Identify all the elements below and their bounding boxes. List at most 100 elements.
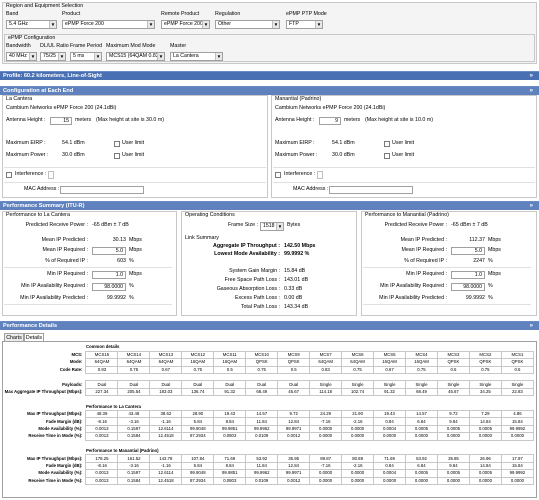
perf-required-input[interactable]: 1.0 [92,271,126,279]
cell: 87.2934 [181,432,215,441]
cell: -8.16 [85,461,119,471]
cell: 143.78 [149,454,183,463]
perf-summary-bar[interactable]: Performance Summary (ITU-R)» [0,201,539,210]
cell: 0.1597 [117,424,151,434]
perf-title-right: Performance to Manantial (Padrino) [365,212,449,218]
end-panel-left [2,95,268,198]
perf-details-bar[interactable]: Performance Details» [0,321,539,330]
erp-user-limit-checkbox-right[interactable] [384,141,390,147]
product-select[interactable]: ePMP Force 200 ▼ [62,20,155,29]
divider [4,182,266,183]
cell: Single [309,380,343,389]
divider [4,304,172,305]
cell: Dual [277,380,311,389]
cell: 17.97 [500,454,535,463]
cell: MCS10 [245,350,279,360]
mode-row: Mode: 64QAM 64QAM 64QAM 16QAM 16QAM QPSK QPSK 64… [4,358,535,367]
perf-row-label: Mean IP Predicted : [41,237,88,243]
interference-label-left: Interference : [15,171,47,177]
master-select[interactable]: La Cantera ▼ [170,52,223,61]
cell: 16QAM [213,358,247,367]
cell: 0.0000 [373,476,407,485]
link-summary-row-value: 143.01 dB [284,277,309,283]
antenna-height-input-left[interactable]: 15 [50,117,72,125]
chevron-double-up-icon: » [529,88,533,94]
perf-required-input[interactable]: 98.0000 [451,283,485,291]
cell: 0.0803 [213,476,247,485]
interference-input-right[interactable] [317,171,323,179]
band-select[interactable]: 5.4 GHz ▼ [6,20,57,29]
tab-charts[interactable]: Charts [4,333,24,342]
row-label: Max IP Throughput (Mbps): [26,411,83,417]
perf-required-input[interactable]: 1.0 [451,271,485,279]
cell: MCS11 [213,350,247,360]
frame-size-unit: Bytes [287,222,301,228]
cell: QPSK [500,358,535,367]
chevron-down-icon: ▼ [49,21,56,28]
mac-input-left[interactable] [60,186,144,194]
height-unit-right: meters [344,117,361,123]
cell: 43.48 [117,409,151,419]
cell: 48.39 [85,409,119,419]
cell: 91.32 [373,387,407,397]
ptp-mode-label: ePMP PTP Mode [286,11,327,17]
cell: 0.0803 [213,432,247,441]
erp-user-limit-checkbox-left[interactable] [114,141,120,147]
interference-checkbox-left[interactable] [6,172,12,178]
cell: 99.9992 [500,424,535,434]
mac-input-right[interactable] [329,186,413,194]
regulation-select[interactable]: Other ▼ [215,20,280,29]
cell: 12.84 [277,417,311,426]
cell: 12.4518 [149,432,183,441]
cell: 68.49 [405,387,438,397]
power-value-right: 30.0 dBm [332,152,355,158]
cell: 0.0004 [373,469,407,478]
cell: 0.75 [117,365,151,375]
perf-row-unit: Mbps [129,271,142,277]
tab-details[interactable]: Details [24,333,44,342]
ratio-select[interactable]: 75/25 ▼ [40,52,66,61]
cell: 45.67 [277,387,311,397]
perf-required-input[interactable]: 5.0 [451,247,485,255]
section-title-row: Common details [4,344,534,351]
profile-bar[interactable]: Profile: 60.2 kilometers, Line-of-Sight» [0,71,539,80]
cell: 0.0004 [373,424,407,434]
cell: Dual [213,380,247,389]
cell: 0.0000 [468,432,502,441]
remote-product-select[interactable]: ePMP Force 200 ▼ [161,20,210,29]
cell: 64QAM [149,358,183,367]
frame-size-select[interactable]: 1518 ▼ [260,222,284,231]
mac-label-right: MAC Address : [293,186,329,192]
interference-checkbox-right[interactable] [275,172,281,178]
config-end-bar[interactable]: Configuration at Each End» [0,86,539,95]
power-user-limit-checkbox-right[interactable] [384,153,390,159]
cell: 0.0000 [436,432,470,441]
cell: MCS7 [309,350,343,360]
row-label: Max Aggregate IP Throughput (Mbps): [4,389,83,395]
cell: MCS9 [277,350,311,360]
cell: 107.84 [181,454,215,463]
bandwidth-select[interactable]: 40 MHz ▼ [6,52,37,61]
section-title: Performance to Manantial (Padrino) [85,447,159,453]
power-user-limit-checkbox-left[interactable] [114,153,120,159]
perf-row-label: Mean IP Predicted : [400,237,447,243]
interference-input-left[interactable] [48,171,54,179]
cell: 99.9851 [213,469,247,478]
end-site-left: La Cantera [6,96,33,102]
cell: 99.9962 [245,424,279,434]
max-mod-select[interactable]: MCS15 (64QAM 0.83) ▼ [106,52,165,61]
perf-row-value: 99.9992 [465,295,485,301]
frame-period-select[interactable]: 5 ms ▼ [70,52,102,61]
cell: 0.0013 [85,469,119,478]
antenna-height-input-right[interactable]: 9 [319,117,341,125]
cell: 4.86 [500,409,535,419]
cell: 0.83 [85,365,119,375]
row-label: Fade Margin (dB): [45,462,83,468]
perf-row-unit: Mbps [488,247,501,253]
perf-required-input[interactable]: 98.0000 [92,283,126,291]
perf-required-input[interactable]: 5.0 [92,247,126,255]
power-label-right: Maximum Power : [275,152,318,158]
spacer-row [4,374,534,381]
height-max-right: (Max height at site is 10.0 m) [365,117,434,123]
ptp-mode-select[interactable]: FTP ▼ [286,20,323,29]
